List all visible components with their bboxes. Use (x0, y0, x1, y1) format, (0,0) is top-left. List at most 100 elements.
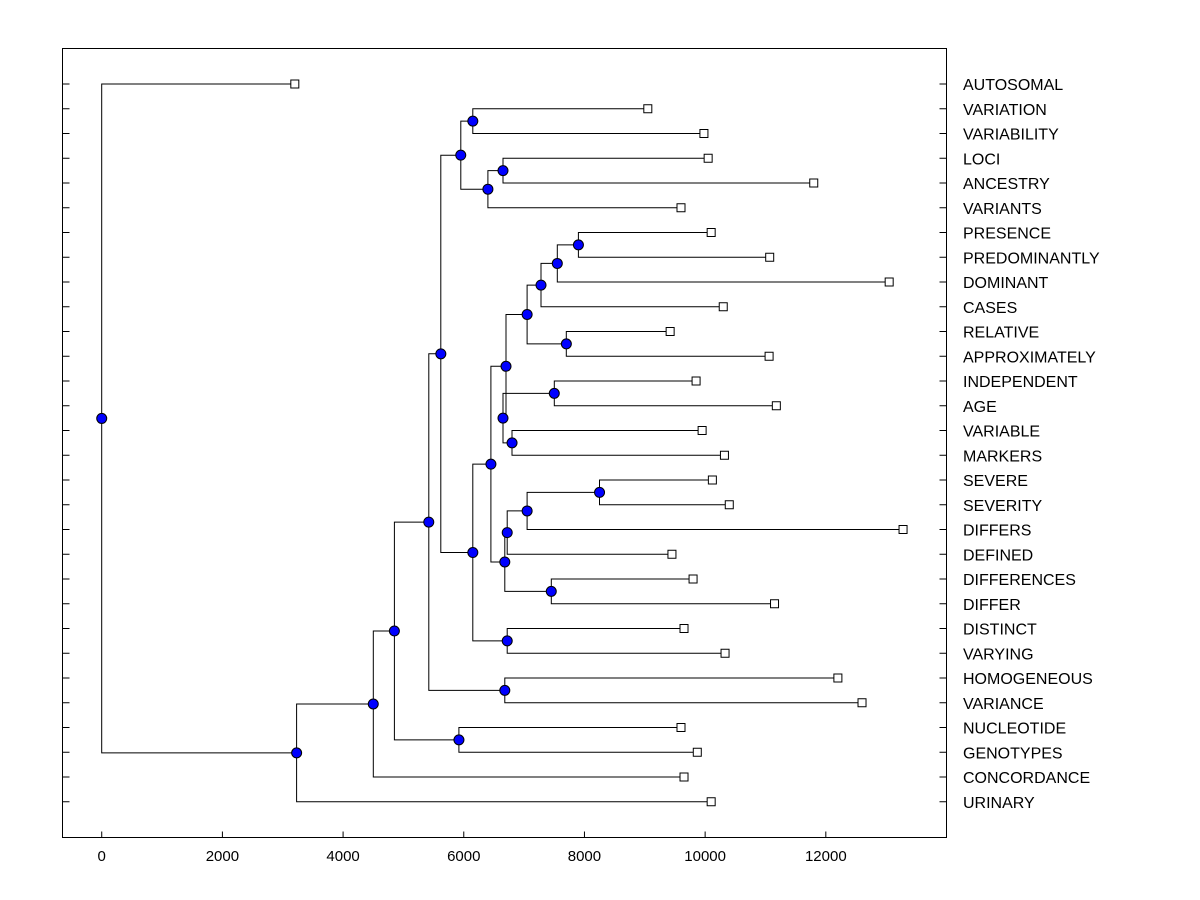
link-m15 (526, 491, 904, 530)
merge-node-m27 (367, 698, 379, 710)
x-axis: 0 2000 4000 6000 8000 10000 12000 (98, 831, 847, 865)
merge-node-m7 (535, 279, 547, 291)
link-m10 (553, 380, 777, 407)
leaf-marker-defined (667, 549, 677, 559)
merge-node-m22 (435, 348, 447, 360)
leaf-labels: AUTOSOMAL VARIATION VARIABILITY LOCI ANCESTR… (963, 77, 1100, 812)
leaf-marker-urinary (706, 797, 716, 807)
merge-node-m14 (594, 486, 606, 498)
merge-node-m10 (548, 387, 560, 399)
leaf-label-dominant: DOMINANT (963, 275, 1049, 292)
merge-node-m3 (482, 183, 494, 195)
merge-node-m1 (467, 115, 479, 127)
link-m28 (296, 703, 712, 803)
merge-node-m26 (388, 625, 400, 637)
leaf-marker-autosomal (290, 79, 300, 89)
leaf-marker-homogeneous (833, 673, 843, 683)
x-tick-label: 10000 (684, 848, 726, 865)
leaf-marker-variable (697, 426, 707, 435)
leaf-marker-dominant (884, 277, 894, 287)
link-m16 (506, 510, 672, 555)
merge-node-m19 (485, 458, 497, 470)
leaf-label-loci: LOCI (963, 151, 1000, 168)
leaf-marker-relative (665, 327, 675, 336)
leaf-label-variance: VARIANCE (963, 696, 1044, 713)
leaf-marker-variation (643, 104, 653, 114)
leaf-marker-distinct (679, 624, 689, 633)
leaf-label-presence: PRESENCE (963, 226, 1051, 243)
link-m26 (393, 521, 459, 741)
leaf-label-variants: VARIANTS (963, 201, 1042, 218)
merge-node-m24 (423, 516, 435, 528)
merge-node-m4 (455, 149, 467, 161)
leaf-label-autosomal: AUTOSOMAL (963, 77, 1063, 94)
leaf-label-differ: DIFFER (963, 597, 1021, 614)
link-m24 (428, 353, 505, 691)
leaf-label-genotypes: GENOTYPES (963, 745, 1063, 762)
merge-node-m6 (551, 257, 563, 269)
leaf-label-homogeneous: HOMOGENEOUS (963, 671, 1093, 688)
leaf-marker-predominantly (765, 252, 775, 262)
leaf-marker-nucleotide (676, 723, 686, 732)
x-tick-label: 6000 (447, 848, 480, 865)
leaf-marker-loci (703, 153, 713, 163)
merge-node-m20 (501, 635, 513, 647)
leaf-marker-cases (718, 302, 728, 312)
leaf-label-defined: DEFINED (963, 547, 1033, 564)
leaf-marker-independent (691, 376, 701, 386)
merge-node-m28 (291, 747, 303, 759)
leaf-label-concordance: CONCORDANCE (963, 770, 1090, 787)
leaf-label-differences: DIFFERENCES (963, 572, 1076, 589)
leaf-marker-markers (719, 450, 729, 460)
link-m17 (550, 578, 775, 605)
leaf-marker-variability (699, 129, 709, 138)
link-m7 (540, 262, 724, 308)
leaf-marker-severe (707, 475, 717, 485)
link-m20 (506, 628, 725, 654)
leaf-label-urinary: URINARY (963, 795, 1035, 812)
merge-nodes (96, 115, 606, 759)
leaf-label-cases: CASES (963, 300, 1017, 317)
link-m12 (502, 392, 555, 444)
right-ticks (939, 83, 947, 803)
leaf-marker-differ (770, 599, 780, 609)
link-m9 (526, 284, 567, 345)
merge-node-m15 (521, 505, 533, 517)
x-tick-label: 0 (98, 848, 106, 865)
leaf-marker-concordance (679, 772, 689, 782)
merge-node-m8 (560, 338, 572, 350)
link-m2 (502, 157, 814, 184)
merge-node-m18 (499, 556, 511, 568)
link-m3 (487, 170, 681, 209)
leaf-markers (290, 79, 908, 807)
plot-frame (62, 48, 947, 838)
merge-node-m21 (467, 547, 479, 559)
leaf-marker-presence (706, 228, 716, 237)
leaf-marker-variance (857, 698, 867, 708)
merge-node-m11 (506, 437, 518, 449)
leaf-marker-ancestry (809, 178, 819, 188)
merge-node-m29 (96, 412, 108, 424)
x-tick-label: 12000 (805, 848, 847, 865)
leaf-label-ancestry: ANCESTRY (963, 176, 1050, 193)
leaf-label-independent: INDEPENDENT (963, 374, 1078, 391)
merge-node-m9 (521, 308, 533, 320)
merge-node-m25 (453, 734, 465, 746)
link-m1 (472, 108, 704, 134)
x-tick-label: 8000 (568, 848, 601, 865)
merge-node-m12 (497, 412, 509, 424)
merge-node-m16 (501, 527, 513, 539)
leaf-label-severe: SEVERE (963, 473, 1028, 490)
link-m25 (458, 727, 698, 753)
left-ticks (62, 83, 70, 803)
link-m6 (556, 244, 890, 283)
leaf-label-differs: DIFFERS (963, 523, 1031, 540)
leaf-marker-age (771, 401, 781, 411)
leaf-marker-differences (688, 574, 698, 584)
leaf-marker-varying (720, 648, 730, 658)
merge-node-m17 (545, 585, 557, 597)
link-m5 (577, 232, 770, 258)
link-m11 (511, 430, 725, 456)
leaf-label-approximately: APPROXIMATELY (963, 349, 1096, 366)
merge-node-m5 (572, 239, 584, 251)
